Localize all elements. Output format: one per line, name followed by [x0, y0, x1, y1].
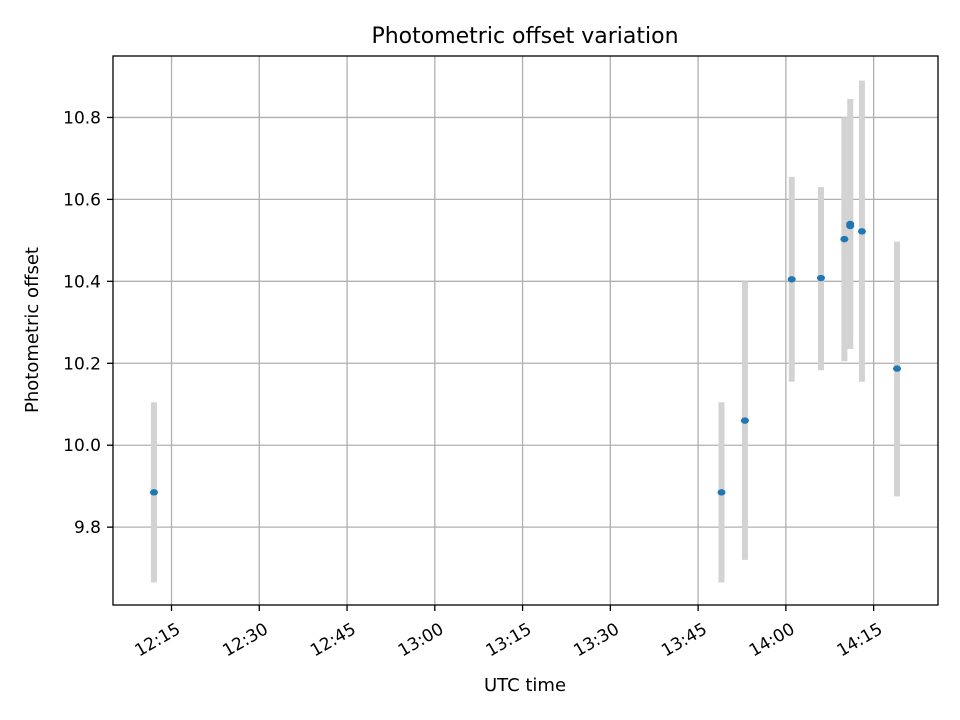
data-point — [717, 489, 726, 496]
y-tick-label: 10.6 — [63, 190, 101, 210]
data-point — [787, 276, 796, 283]
data-point — [840, 235, 849, 243]
data-point — [857, 228, 866, 235]
y-axis: 9.8 10.0 10.2 10.4 10.6 10.8 — [63, 108, 113, 538]
data-point — [893, 365, 902, 372]
y-tick-label: 10.4 — [63, 272, 101, 292]
y-tick-label: 10.8 — [63, 108, 101, 128]
y-tick-label: 9.8 — [74, 518, 101, 538]
plot-frame — [112, 55, 939, 606]
plot-area — [113, 56, 938, 605]
data-point — [740, 417, 749, 424]
grid — [113, 56, 938, 605]
data-points — [149, 220, 902, 496]
y-tick-label: 10.2 — [63, 354, 101, 374]
data-point — [149, 489, 158, 496]
y-axis-label: Photometric offset — [22, 247, 43, 413]
y-tick-label: 10.0 — [63, 436, 101, 456]
data-point — [846, 220, 855, 228]
x-axis-label: UTC time — [484, 675, 566, 696]
chart-title: Photometric offset variation — [371, 24, 678, 49]
data-point — [816, 274, 825, 282]
